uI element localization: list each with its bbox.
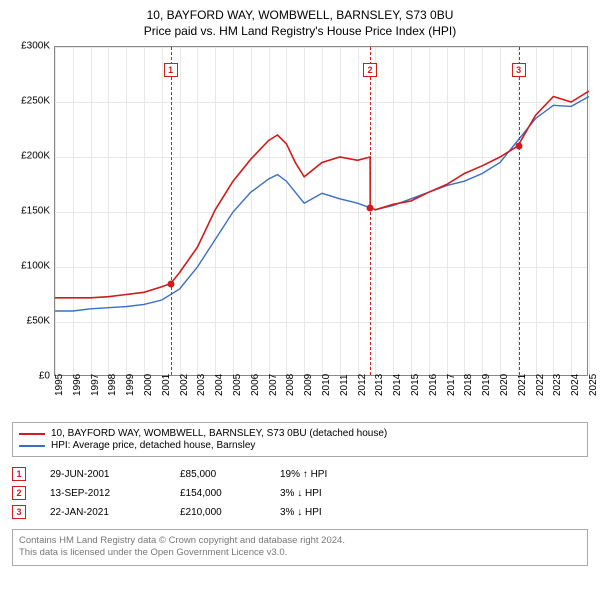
x-axis-labels: 1995199619971998199920002001200220032004… [54,378,588,416]
marker-badge-3: 3 [512,63,526,77]
marker-dot-3 [515,143,522,150]
marker-badge-2: 2 [363,63,377,77]
x-tick-label: 2005 [232,374,243,396]
y-tick-label: £300K [21,41,50,52]
x-tick-label: 2003 [196,374,207,396]
y-axis-labels: £0£50K£100K£150K£200K£250K£300K [12,46,52,376]
line-svg [55,47,589,377]
x-tick-label: 1997 [90,374,101,396]
x-tick-label: 1995 [54,374,65,396]
x-tick-label: 2006 [250,374,261,396]
marker-dot-1 [167,280,174,287]
x-tick-label: 2008 [285,374,296,396]
x-tick-label: 2020 [499,374,510,396]
marker-badge-1: 1 [164,63,178,77]
event-price: £85,000 [180,469,280,480]
x-tick-label: 1998 [107,374,118,396]
x-tick-label: 2023 [552,374,563,396]
legend-row: HPI: Average price, detached house, Barn… [19,440,581,451]
x-tick-label: 2000 [143,374,154,396]
chart-title: 10, BAYFORD WAY, WOMBWELL, BARNSLEY, S73… [12,8,588,22]
y-tick-label: £200K [21,151,50,162]
marker-dot-2 [367,204,374,211]
footer-line1: Contains HM Land Registry data © Crown c… [19,535,581,547]
y-tick-label: £50K [27,316,50,327]
event-badge: 2 [12,486,26,500]
x-tick-label: 2007 [268,374,279,396]
x-tick-label: 2002 [179,374,190,396]
x-tick-label: 2016 [428,374,439,396]
x-tick-label: 2015 [410,374,421,396]
chart-area: £0£50K£100K£150K£200K£250K£300K 123 1995… [12,46,588,416]
footer-attribution: Contains HM Land Registry data © Crown c… [12,529,588,566]
y-tick-label: £150K [21,206,50,217]
y-tick-label: £100K [21,261,50,272]
x-tick-label: 2004 [214,374,225,396]
x-tick-label: 1999 [125,374,136,396]
x-tick-label: 2014 [392,374,403,396]
x-tick-label: 2013 [374,374,385,396]
legend-swatch [19,433,45,435]
legend-row: 10, BAYFORD WAY, WOMBWELL, BARNSLEY, S73… [19,428,581,439]
chart-container: 10, BAYFORD WAY, WOMBWELL, BARNSLEY, S73… [0,0,600,574]
event-table: 1 29-JUN-2001£85,00019% ↑ HPI 2 13-SEP-2012… [12,467,588,519]
x-tick-label: 2019 [481,374,492,396]
legend-label: HPI: Average price, detached house, Barn… [51,440,255,451]
event-badge: 1 [12,467,26,481]
event-date: 22-JAN-2021 [50,507,180,518]
event-row: 1 29-JUN-2001£85,00019% ↑ HPI [12,467,588,481]
vgridline [589,47,590,375]
footer-line2: This data is licensed under the Open Gov… [19,547,581,559]
legend-box: 10, BAYFORD WAY, WOMBWELL, BARNSLEY, S73… [12,422,588,457]
event-date: 29-JUN-2001 [50,469,180,480]
x-tick-label: 2025 [588,374,599,396]
x-tick-label: 2012 [357,374,368,396]
x-tick-label: 2021 [517,374,528,396]
legend-swatch [19,445,45,447]
marker-line-1 [171,47,172,375]
event-price: £210,000 [180,507,280,518]
legend-label: 10, BAYFORD WAY, WOMBWELL, BARNSLEY, S73… [51,428,387,439]
x-tick-label: 2024 [570,374,581,396]
x-tick-label: 2009 [303,374,314,396]
x-tick-label: 2022 [535,374,546,396]
x-tick-label: 2018 [463,374,474,396]
marker-line-3 [519,47,520,375]
event-date: 13-SEP-2012 [50,488,180,499]
event-diff: 3% ↓ HPI [280,488,380,499]
y-tick-label: £250K [21,96,50,107]
event-row: 2 13-SEP-2012£154,0003% ↓ HPI [12,486,588,500]
series-hpi [55,97,589,312]
event-badge: 3 [12,505,26,519]
x-tick-label: 2011 [339,374,350,396]
x-tick-label: 2017 [446,374,457,396]
x-tick-label: 2001 [161,374,172,396]
y-tick-label: £0 [39,371,50,382]
event-diff: 3% ↓ HPI [280,507,380,518]
plot-area: 1 2 3 [54,46,588,376]
event-diff: 19% ↑ HPI [280,469,380,480]
event-price: £154,000 [180,488,280,499]
series-property [55,91,589,298]
event-row: 3 22-JAN-2021£210,0003% ↓ HPI [12,505,588,519]
x-tick-label: 1996 [72,374,83,396]
chart-subtitle: Price paid vs. HM Land Registry's House … [12,24,588,38]
x-tick-label: 2010 [321,374,332,396]
